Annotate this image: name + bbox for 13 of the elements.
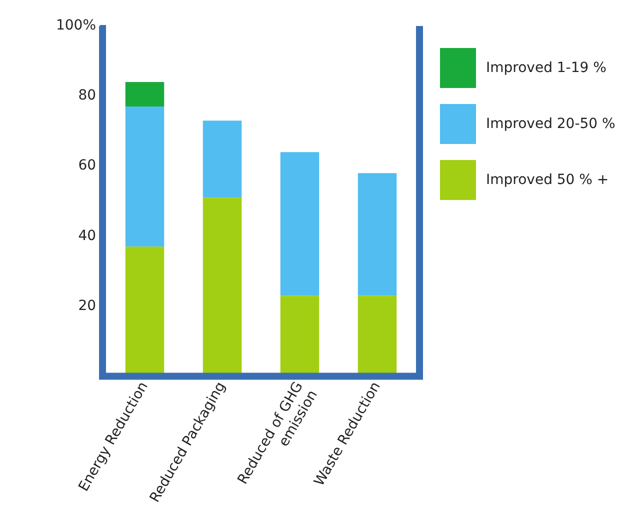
text: Improved 20-50 % (486, 116, 616, 132)
bar (125, 106, 164, 247)
y-tick-label: 80 (78, 88, 96, 104)
bar (125, 82, 164, 107)
y-tick-label: 100% (56, 18, 96, 34)
y-tick-label: 60 (78, 158, 96, 174)
bar (280, 152, 320, 296)
bar (202, 120, 242, 198)
y-tick-label: 20 (78, 298, 96, 314)
y-tick-label: 40 (78, 228, 96, 244)
text: Improved 1-19 % (486, 60, 606, 76)
bar (358, 173, 397, 296)
text: Improved 50 % + (486, 172, 609, 188)
